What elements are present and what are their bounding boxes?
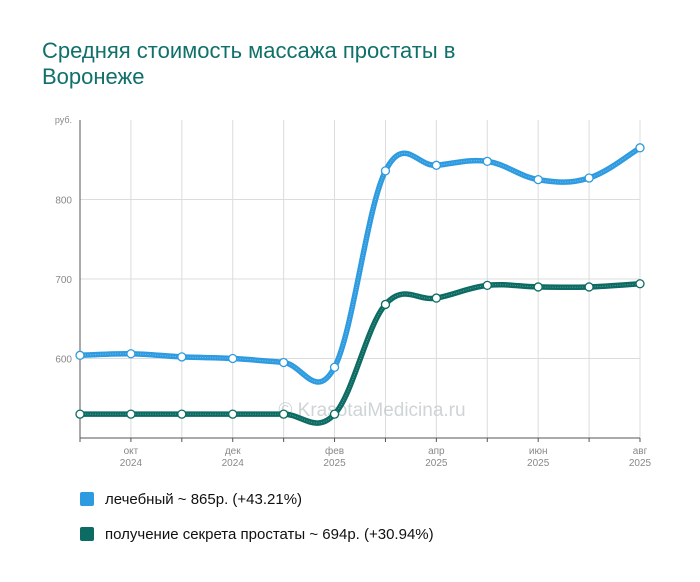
x-tick-label-month: окт — [124, 446, 139, 457]
data-point — [329, 362, 340, 372]
chart-title: Средняя стоимость массажа простаты в Вор… — [42, 38, 456, 89]
data-point — [75, 409, 85, 419]
x-tick-label-year: 2025 — [527, 458, 550, 469]
data-point — [635, 279, 645, 289]
data-point — [278, 409, 289, 419]
data-point — [278, 357, 289, 368]
data-point — [228, 409, 238, 419]
series-line-therapeutic — [77, 145, 643, 385]
data-point — [177, 352, 187, 362]
legend-swatch — [80, 492, 94, 506]
x-tick-label-year: 2024 — [120, 458, 143, 469]
legend-label: лечебный ~ 865р. (+43.21%) — [105, 490, 303, 508]
x-tick-label-month: фев — [325, 445, 344, 457]
data-point — [75, 350, 85, 360]
data-point — [533, 282, 543, 292]
data-point — [482, 280, 492, 291]
x-tick-label-year: 2025 — [425, 458, 448, 469]
x-tick-label-year: 2024 — [222, 458, 245, 469]
x-tick-label-year: 2025 — [629, 458, 652, 469]
data-point — [635, 143, 645, 153]
data-point — [584, 282, 594, 292]
axes: 600700800руб.окт2024дек2024фев2025апр202… — [55, 115, 652, 469]
x-tick-label-month: авг — [633, 446, 648, 457]
data-point — [482, 156, 492, 166]
x-tick-label-month: апр — [428, 446, 445, 457]
data-point — [228, 353, 238, 364]
legend-label: получение секрета простаты ~ 694р. (+30.… — [105, 525, 434, 543]
data-point — [431, 293, 442, 303]
x-tick-label-year: 2025 — [323, 458, 346, 469]
legend-item-secretion[interactable]: получение секрета простаты ~ 694р. (+30.… — [80, 523, 434, 545]
data-point — [431, 160, 442, 170]
data-point — [126, 409, 136, 419]
series-lines — [77, 145, 643, 426]
data-point — [177, 409, 187, 419]
x-tick-label-month: июн — [529, 446, 548, 457]
y-unit-label: руб. — [55, 115, 72, 125]
legend: лечебный ~ 865р. (+43.21%) получение сек… — [80, 488, 434, 558]
data-point — [380, 166, 391, 176]
y-tick-label: 700 — [55, 275, 72, 286]
watermark: © KrasotaiMedicina.ru — [278, 400, 465, 421]
data-point — [533, 174, 543, 185]
legend-swatch — [80, 527, 94, 541]
data-point — [329, 409, 340, 419]
data-points — [75, 143, 645, 419]
data-point — [380, 299, 391, 310]
legend-item-therapeutic[interactable]: лечебный ~ 865р. (+43.21%) — [80, 488, 434, 510]
x-tick-label-month: дек — [225, 446, 241, 457]
data-point — [584, 173, 594, 183]
y-tick-label: 600 — [55, 355, 72, 366]
price-line-chart: 600700800руб.окт2024дек2024фев2025апр202… — [55, 115, 652, 469]
data-point — [126, 349, 136, 359]
y-tick-label: 800 — [55, 196, 72, 207]
